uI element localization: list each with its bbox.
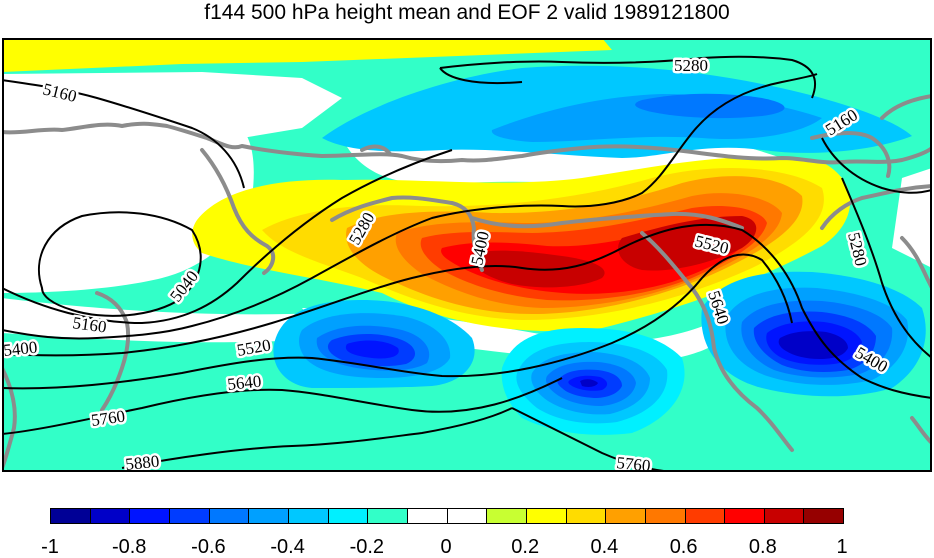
contour-label-5640-w: 5640 — [226, 372, 262, 394]
colorbar-tick-label: 0.2 — [511, 536, 540, 558]
colorbar-tick-label: -0.2 — [349, 536, 385, 558]
colorbar — [50, 508, 844, 524]
negative-anomaly — [273, 65, 926, 435]
colorbar-swatch — [249, 509, 289, 523]
height-contours — [2, 55, 932, 472]
colorbar-tick-label: 0.6 — [669, 536, 698, 558]
colorbar-tick-label: 0 — [440, 536, 452, 558]
colorbar-swatch — [90, 509, 131, 523]
contour-label-5400-w: 5400 — [2, 338, 38, 360]
colorbar-swatch — [169, 509, 210, 523]
colorbar-swatch — [447, 509, 488, 523]
map-border — [2, 38, 932, 472]
colorbar-swatch — [288, 509, 329, 523]
positive-strip — [2, 38, 612, 72]
colorbar-swatch — [645, 509, 686, 523]
colorbar-tick-label: -0.6 — [191, 536, 226, 558]
colorbar-tick-label: 1 — [836, 536, 848, 558]
colorbar-swatch — [764, 509, 805, 523]
map-svg: 5160 5280 5160 5040 5160 5280 5400 5520 … — [2, 38, 932, 472]
contour-label-5880: 5880 — [124, 452, 160, 472]
colorbar-tick-label: 0.4 — [590, 536, 619, 558]
colorbar-swatch — [804, 509, 844, 523]
colorbar-tick-label: 0.8 — [748, 536, 777, 558]
colorbar-swatch — [328, 509, 369, 523]
colorbar-swatch — [51, 509, 91, 523]
coastlines — [2, 94, 932, 470]
colorbar-swatch — [407, 509, 448, 523]
contour-label-5280-top: 5280 — [674, 56, 708, 75]
colorbar-swatch — [725, 509, 765, 523]
colorbar-tick-label: -1 — [41, 536, 59, 558]
colorbar-swatch — [487, 509, 527, 523]
colorbar-swatch — [566, 509, 607, 523]
colorbar-tick-label: -0.8 — [111, 536, 147, 558]
map-panel: 5160 5280 5160 5040 5160 5280 5400 5520 … — [2, 38, 932, 472]
colorbar-swatch — [685, 509, 726, 523]
colorbar-tick-label: -0.4 — [270, 536, 305, 558]
colorbar-swatch — [130, 509, 170, 523]
map-title: f144 500 hPa height mean and EOF 2 valid… — [204, 1, 730, 24]
contour-label-5760-s: 5760 — [616, 453, 652, 472]
colorbar-swatch — [209, 509, 250, 523]
colorbar-swatch — [368, 509, 408, 523]
colorbar-swatch — [606, 509, 646, 523]
colorbar-swatch — [526, 509, 567, 523]
